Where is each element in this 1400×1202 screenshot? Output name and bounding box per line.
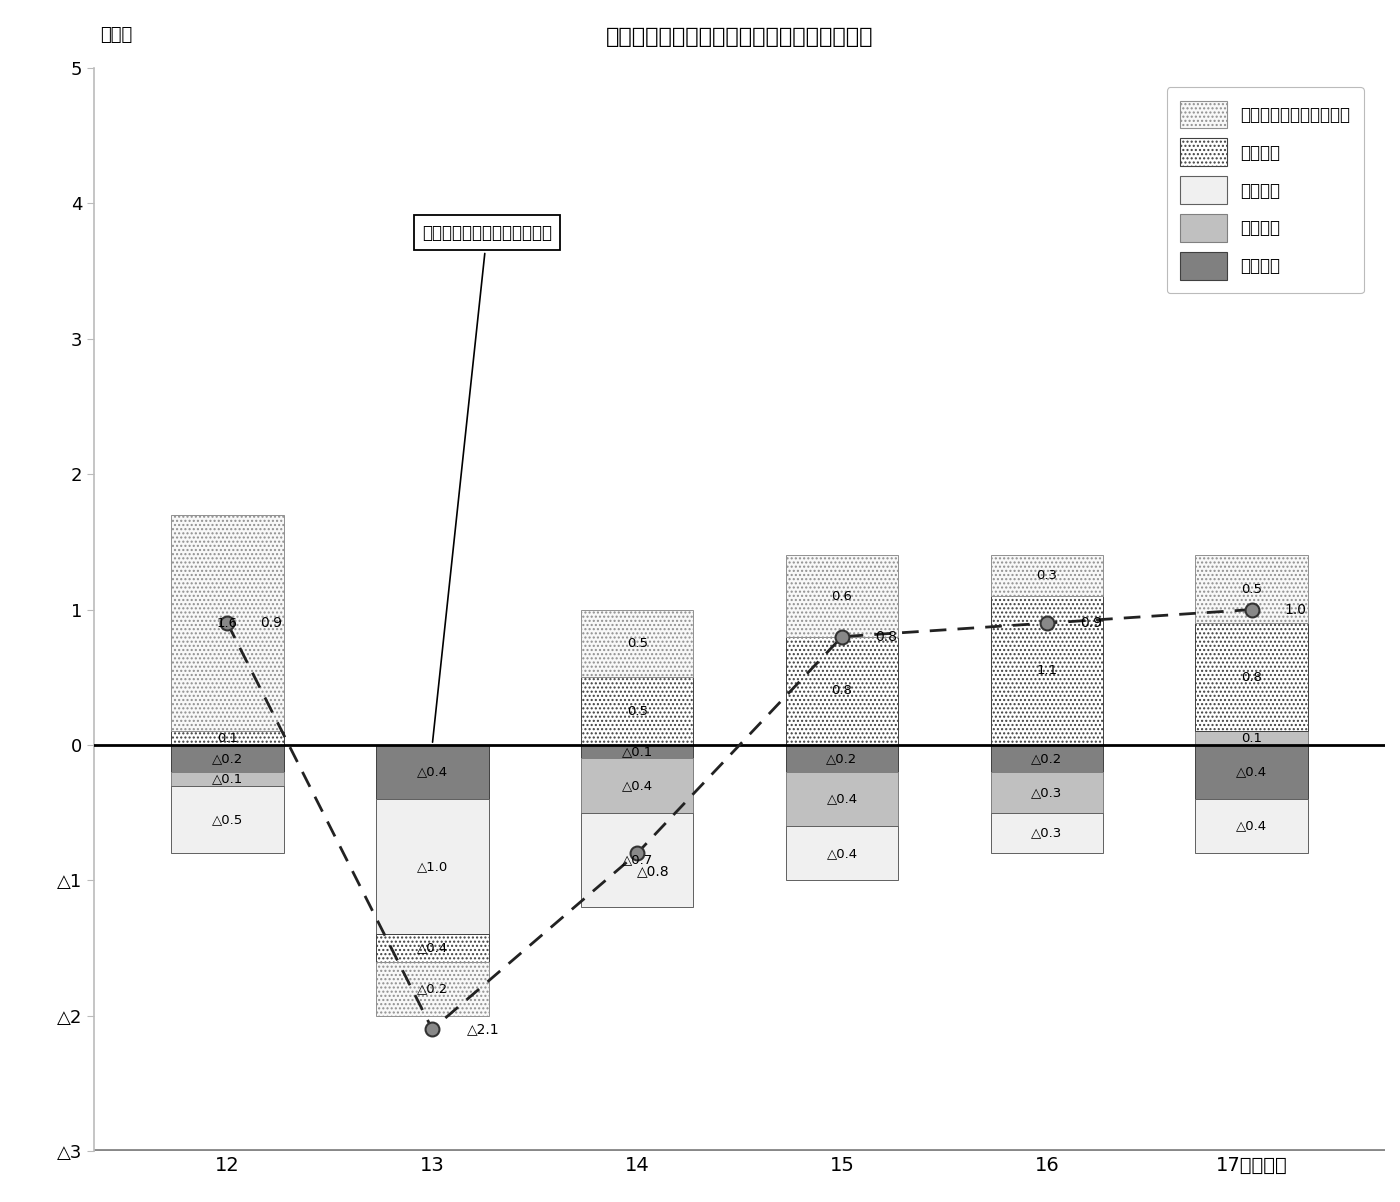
Text: △0.4: △0.4 (826, 846, 858, 859)
Bar (377, 934, 489, 962)
Title: 第６図　国内総支出の増加率に対する寄与度: 第６図 国内総支出の増加率に対する寄与度 (606, 26, 874, 47)
Text: 1.6: 1.6 (217, 617, 238, 630)
Text: 0.9: 0.9 (1079, 617, 1102, 630)
Text: 0.8: 0.8 (1242, 671, 1263, 684)
Bar (581, 813, 693, 908)
Text: 0.1: 0.1 (217, 732, 238, 745)
Bar (785, 555, 899, 637)
Text: 0.6: 0.6 (832, 589, 853, 602)
Text: △0.5: △0.5 (211, 813, 244, 826)
Text: 1.0: 1.0 (1285, 602, 1306, 617)
Bar (1196, 799, 1308, 853)
Text: 0.5: 0.5 (1242, 583, 1263, 596)
Bar (581, 745, 693, 758)
Bar (991, 745, 1103, 772)
Text: 0.9: 0.9 (260, 617, 283, 630)
Text: 1.1: 1.1 (1036, 664, 1057, 677)
Bar (1196, 623, 1308, 732)
Text: △0.2: △0.2 (826, 752, 858, 764)
Bar (991, 555, 1103, 596)
Bar (171, 732, 284, 745)
Bar (377, 799, 489, 934)
Text: △0.2: △0.2 (417, 982, 448, 995)
Bar (991, 813, 1103, 853)
Text: △0.4: △0.4 (417, 941, 448, 954)
Text: △0.1: △0.1 (211, 773, 244, 785)
Bar (1196, 555, 1308, 623)
Text: 0.5: 0.5 (627, 704, 648, 718)
Text: △0.3: △0.3 (1032, 786, 1063, 799)
Text: △2.1: △2.1 (468, 1022, 500, 1036)
Text: 0.5: 0.5 (627, 637, 648, 650)
Text: △1.0: △1.0 (417, 861, 448, 874)
Bar (171, 772, 284, 786)
Bar (171, 745, 284, 772)
Text: △0.4: △0.4 (417, 766, 448, 779)
Text: 0.8: 0.8 (832, 684, 853, 697)
Text: △0.4: △0.4 (826, 792, 858, 805)
Bar (377, 962, 489, 1016)
Bar (581, 677, 693, 745)
Bar (171, 786, 284, 853)
Bar (785, 637, 899, 745)
Bar (581, 758, 693, 813)
Bar (785, 745, 899, 772)
Text: 0.8: 0.8 (875, 630, 897, 643)
Bar (785, 826, 899, 880)
Text: △0.8: △0.8 (637, 864, 669, 877)
Bar (785, 772, 899, 826)
Text: △0.1: △0.1 (622, 745, 652, 758)
Legend: 財貨・サービスの純輸出, 家計部門, 企業部門, 地方政府, 中央政府: 財貨・サービスの純輸出, 家計部門, 企業部門, 地方政府, 中央政府 (1168, 88, 1364, 293)
Text: △0.4: △0.4 (1236, 766, 1267, 779)
Text: 0.3: 0.3 (1036, 570, 1057, 582)
Text: （％）: （％） (101, 25, 133, 43)
Text: △0.4: △0.4 (622, 779, 652, 792)
Bar (991, 596, 1103, 745)
Bar (1196, 732, 1308, 745)
Bar (581, 609, 693, 677)
Text: △0.7: △0.7 (622, 853, 652, 867)
Bar (171, 514, 284, 732)
Text: △0.4: △0.4 (1236, 820, 1267, 833)
Text: △0.3: △0.3 (1032, 827, 1063, 839)
Text: △0.2: △0.2 (211, 752, 244, 764)
Text: 0.1: 0.1 (1242, 732, 1263, 745)
Text: △0.2: △0.2 (1032, 752, 1063, 764)
Bar (991, 772, 1103, 813)
Text: 国内総支出（名目）の伸び率: 国内総支出（名目）の伸び率 (421, 224, 552, 742)
Bar (1196, 745, 1308, 799)
Bar (377, 745, 489, 799)
